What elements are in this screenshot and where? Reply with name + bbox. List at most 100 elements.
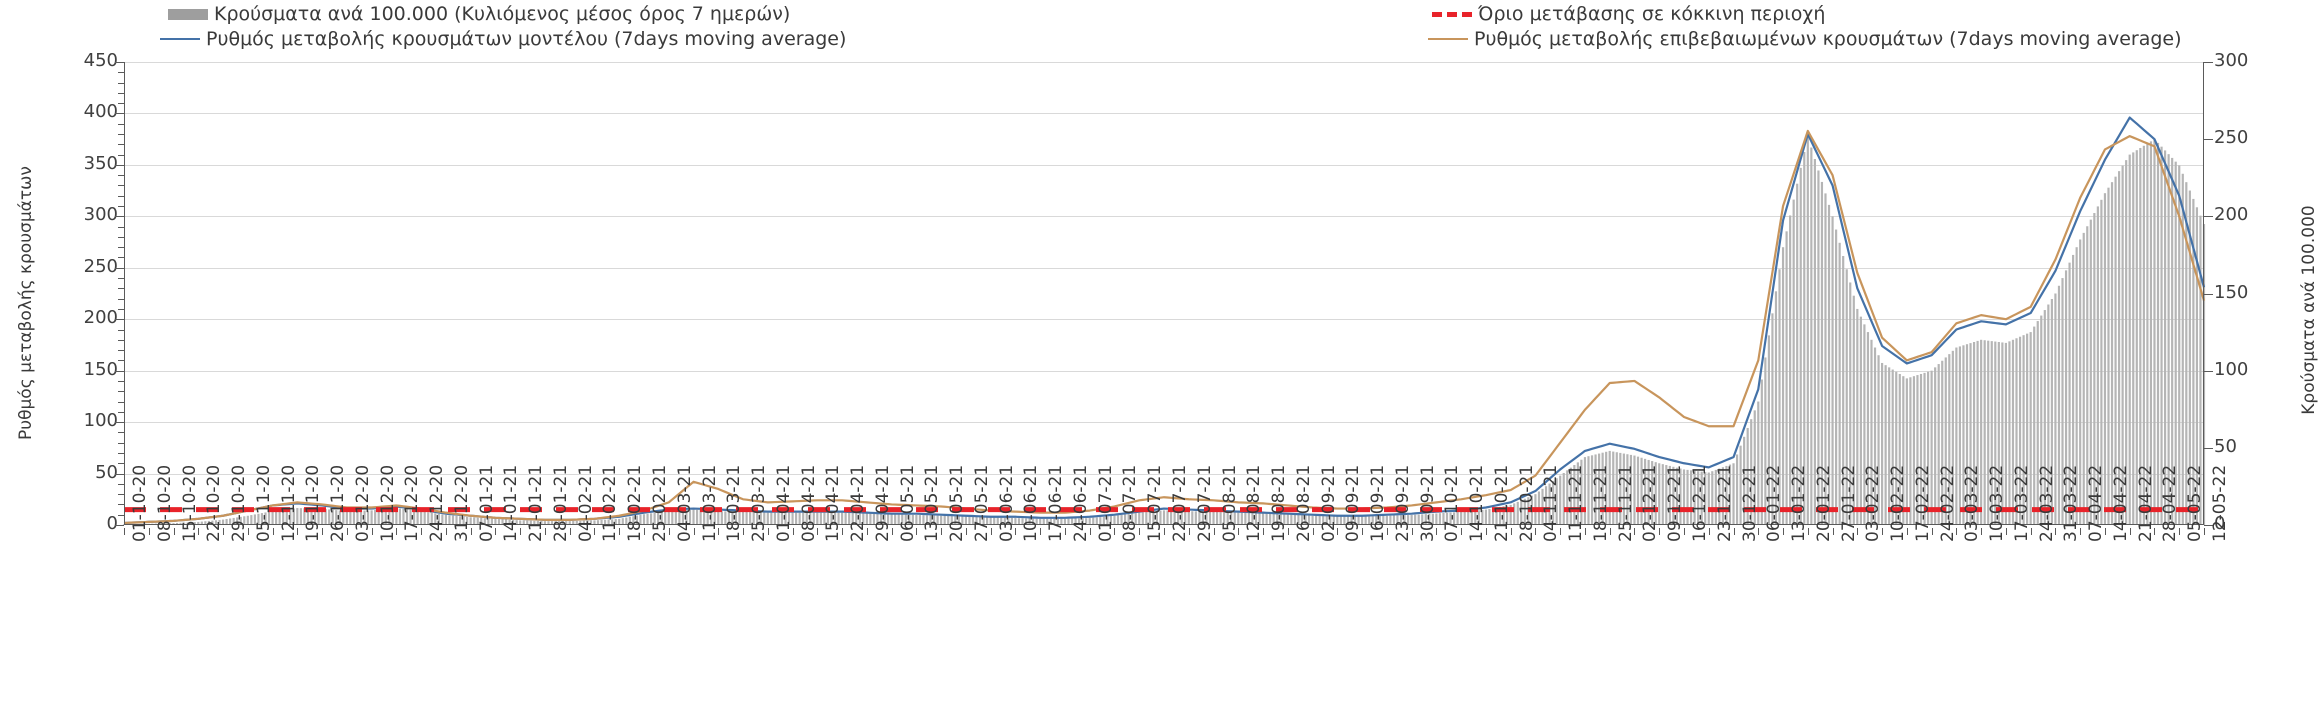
x-tick-label: 12-05-22 [2210,464,2230,542]
bar [699,510,702,525]
bar [183,522,186,525]
bar [1085,518,1088,525]
x-tick-mark [495,528,497,535]
bar [175,522,179,525]
bar [717,511,720,525]
bar [1506,505,1509,525]
bar [727,511,730,525]
bar [2096,206,2099,525]
bar [221,519,225,525]
bar [1488,508,1491,525]
bar [1219,512,1222,525]
bar [1919,373,1923,525]
bar [1194,511,1197,525]
bar [483,518,486,525]
bar [487,518,490,525]
bar [1244,512,1247,525]
bar [833,512,837,525]
bar [398,508,402,525]
bar [1474,510,1477,525]
x-tick-label: 08-07-21 [1120,464,1141,542]
left-tick-label: 200 [83,307,118,329]
bar [345,511,348,525]
bar [1233,512,1236,525]
bar [1272,513,1275,525]
x-tick-label: 17-03-22 [2011,464,2032,542]
bar [2135,150,2138,525]
left-minor-tick [118,195,124,197]
bar [1261,513,1265,525]
x-tick-label: 29-04-21 [872,464,893,542]
bar [497,519,501,525]
bar [1343,516,1346,525]
left-tick-label: 250 [83,255,118,277]
bar [1951,350,1954,525]
bar [1240,512,1243,525]
bar [925,515,929,525]
left-tick-label: 400 [83,101,118,123]
gridline [124,113,2204,115]
x-tick-label: 13-05-21 [922,464,943,542]
bar [2008,341,2011,525]
left-minor-tick [118,82,124,84]
bar [2075,247,2078,525]
legend-item-model-rate[interactable]: Ρυθμός μεταβολής κρουσμάτων μοντέλου (7d… [160,29,846,49]
left-minor-tick [118,308,124,310]
x-tick-label: 28-01-21 [550,464,571,542]
bar [1361,516,1364,525]
bar [2174,161,2177,525]
bar [2043,310,2046,525]
left-minor-tick [118,134,124,136]
bar [1173,510,1176,525]
bar [894,514,897,525]
bar [430,512,433,525]
bar [469,517,472,525]
gridline [124,62,2204,63]
bar [2192,198,2195,526]
bar [1024,518,1028,525]
bar [1007,517,1010,525]
bar [1438,513,1442,525]
x-tick-label: 31-03-22 [2061,464,2082,542]
x-axis-labels: 01-10-20 08-10-20 15-10-20 22-10-20 29-10-20… [124,465,2230,703]
bar [1523,498,1526,525]
bar [1258,513,1261,525]
bar [1562,472,1565,525]
bar [260,513,264,525]
x-tick-label: 21-04-22 [2135,464,2156,542]
x-tick-label: 18-03-21 [724,464,745,542]
bar [989,517,992,525]
bar [1339,516,1342,525]
x-tick-label: 05-11-20 [253,464,274,542]
bar [1764,357,1767,525]
bar [356,510,359,525]
bar [646,513,649,525]
x-tick-mark [1461,528,1463,535]
x-tick-mark [1139,528,1141,535]
x-tick-label: 24-03-22 [2036,464,2057,542]
bar [1286,514,1289,525]
bar [292,508,295,525]
x-tick-mark [297,528,299,535]
bar [1159,510,1162,525]
bar [1686,469,1689,525]
bar-swatch-icon [168,8,208,20]
legend-item-confirmed-rate[interactable]: Ρυθμός μεταβολής επιβεβαιωμένων κρουσμάτ… [1428,29,2182,49]
bar [1353,516,1357,525]
bar [2185,182,2188,525]
bar [653,512,656,525]
x-tick-label: 17-06-21 [1046,464,1067,542]
bar [1392,515,1396,525]
bar [1417,514,1420,525]
bar [1721,467,1725,525]
x-tick-label: 24-02-22 [1937,464,1958,542]
legend-item-red-threshold[interactable]: Όριο μετάβασης σε κόκκινη περιοχή [1432,4,1825,24]
x-tick-label: 06-05-21 [897,464,918,542]
bar [2132,152,2135,525]
x-tick-mark [371,528,373,535]
x-tick-label: 29-10-20 [229,464,250,542]
bar [1544,486,1548,525]
left-minor-tick [118,504,124,506]
bar [1587,456,1590,525]
legend-item-bars[interactable]: Κρούσματα ανά 100.000 (Κυλιόμενος μέσος … [168,4,790,24]
